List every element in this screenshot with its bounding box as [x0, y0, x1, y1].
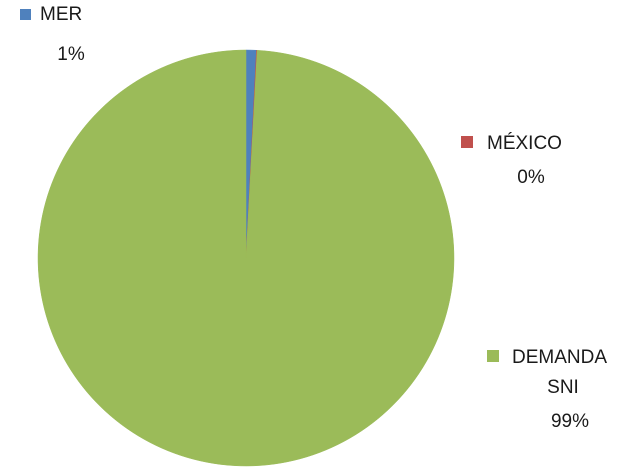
label-mexico: MÉXICO 0% — [461, 133, 562, 188]
label-mexico-category: MÉXICO — [487, 133, 562, 154]
label-demanda-sni-line-1: DEMANDA — [512, 347, 607, 368]
legend-swatch-mer — [20, 9, 31, 20]
label-demanda-sni-line-2: SNI — [547, 377, 579, 398]
label-mer-category: MER — [40, 4, 82, 25]
pie-slice-demanda-sni — [37, 49, 455, 467]
label-mexico-percent: 0% — [517, 167, 545, 188]
pie-slices — [37, 49, 455, 467]
label-demanda-sni: DEMANDA SNI 99% — [487, 347, 607, 432]
label-demanda-sni-percent: 99% — [551, 411, 589, 432]
legend-swatch-mexico — [461, 136, 473, 148]
label-mer-percent: 1% — [57, 44, 85, 65]
label-mer: MER 1% — [20, 4, 85, 65]
legend-swatch-demanda-sni — [487, 350, 499, 362]
